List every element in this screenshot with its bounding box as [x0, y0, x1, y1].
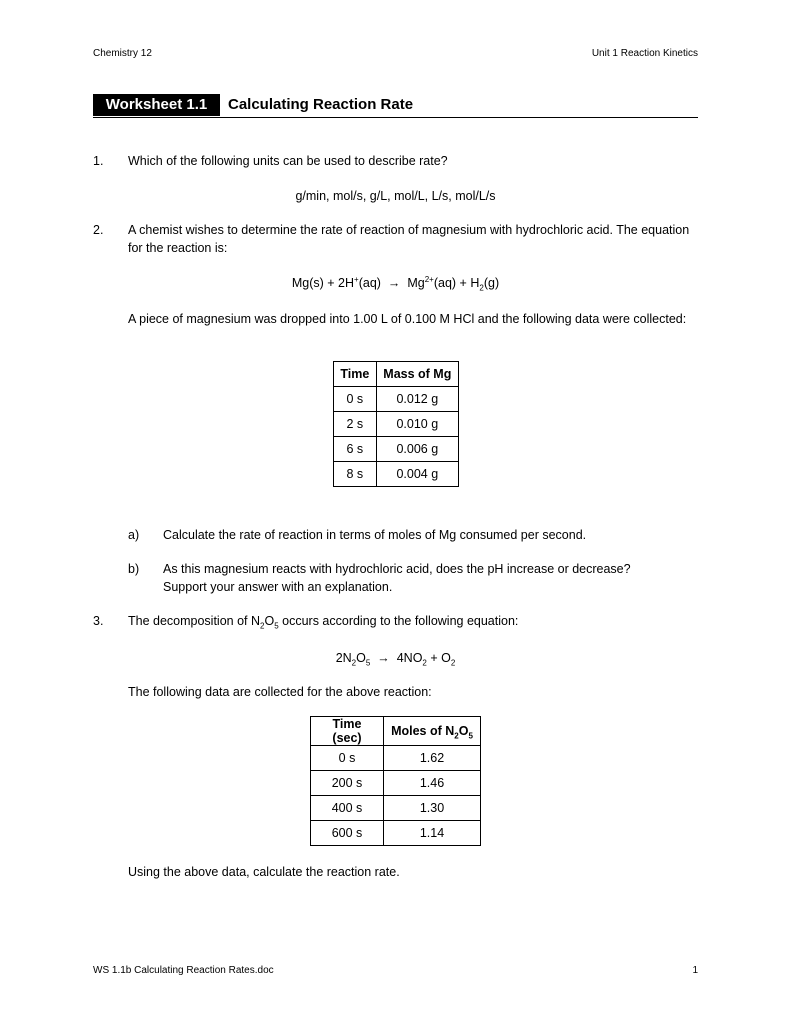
table-cell: 1.62	[383, 745, 481, 771]
eq-part: O	[356, 651, 366, 665]
q-text: A chemist wishes to determine the rate o…	[128, 223, 690, 255]
q-text: A piece of magnesium was dropped into 1.…	[128, 312, 687, 326]
footer-right: 1	[692, 965, 698, 976]
table-row: 200 s 1.46	[310, 770, 481, 796]
text-part: O	[264, 614, 275, 628]
table-cell: 0.004 g	[375, 461, 460, 487]
eq-sup: +	[354, 274, 359, 284]
eq-part: (aq) + H	[433, 276, 480, 290]
eq-part: Mg	[407, 276, 425, 290]
text-sub: 5	[274, 621, 279, 631]
header-sub: 2	[454, 731, 459, 741]
eq-sub: 2	[479, 283, 484, 293]
q-number: 2.	[93, 223, 104, 237]
q-text: Using the above data, calculate the reac…	[128, 865, 400, 879]
header-row: Time Mass of Mg	[333, 361, 460, 387]
header-row: Time (sec) Moles of N2O5	[310, 716, 481, 746]
table-cell: 0 s	[333, 386, 377, 412]
table-cell: 0.012 g	[375, 386, 460, 412]
table-cell: 1.30	[383, 795, 481, 821]
table-cell: 400 s	[310, 795, 384, 821]
eq-part: Mg(s) + 2H	[291, 276, 355, 290]
table-cell: 600 s	[310, 820, 384, 846]
text-sub: 2	[260, 621, 265, 631]
table-cell: 0.010 g	[375, 411, 460, 437]
header-cell: Time	[333, 361, 377, 387]
q-text: The decomposition of N2O5 occurs accordi…	[128, 612, 698, 630]
eq-part: (g)	[483, 276, 500, 290]
data-table: Time (sec) Moles of N2O5 0 s 1.62 200 s 1.4…	[310, 716, 481, 846]
header-left: Chemistry 12	[93, 48, 152, 59]
equation: Mg(s) + 2H+(aq) → Mg2+(aq) + H2(g)	[93, 274, 698, 292]
table-row: 600 s 1.14	[310, 820, 481, 846]
units-list: g/min, mol/s, g/L, mol/L, L/s, mol/L/s	[295, 189, 496, 203]
table-row: 8 s 0.004 g	[333, 461, 460, 487]
table-cell: 2 s	[333, 411, 377, 437]
eq-sub: 5	[365, 658, 371, 668]
eq-sub: 2	[351, 658, 357, 668]
text-part: The decomposition of N	[128, 614, 261, 628]
eq-part: 2N	[335, 651, 352, 665]
eq-part: 4NO	[396, 651, 423, 665]
table-row: 2 s 0.010 g	[333, 411, 460, 437]
q-text: The following data are collected for the…	[128, 685, 432, 699]
part-text: As this magnesium reacts with hydrochlor…	[163, 562, 631, 594]
eq-sub: 2	[422, 658, 427, 668]
header-cell: Time (sec)	[310, 716, 384, 746]
table-cell: 0 s	[310, 745, 384, 771]
table-cell: 0.006 g	[375, 436, 460, 462]
table-cell: 8 s	[333, 461, 377, 487]
eq-sub: 2	[450, 658, 456, 668]
q-text: Which of the following units can be used…	[128, 154, 448, 168]
q-number: 3.	[93, 614, 104, 628]
footer-left: WS 1.1b Calculating Reaction Rates.doc	[93, 965, 274, 976]
table-cell: 200 s	[310, 770, 384, 796]
eq-part: + O	[426, 651, 451, 665]
table-cell: 1.14	[383, 820, 481, 846]
table-row: 0 s 1.62	[310, 745, 481, 771]
table-cell: 6 s	[333, 436, 377, 462]
q-number: 1.	[93, 154, 104, 168]
eq-sup: 2+	[424, 274, 434, 284]
text-part: occurs according to the following equati…	[278, 614, 519, 628]
worksheet-label: Worksheet 1.1	[93, 94, 220, 116]
part-text: Calculate the rate of reaction in terms …	[163, 528, 587, 542]
header-sub: 5	[468, 731, 473, 741]
part-label: a)	[128, 528, 140, 542]
eq-arrow: →	[387, 276, 401, 290]
header-cell: Moles of N2O5	[383, 716, 481, 746]
table-row: 400 s 1.30	[310, 795, 481, 821]
header-right: Unit 1 Reaction Kinetics	[591, 48, 698, 59]
equation: 2N2O5 → 4NO2 + O2	[93, 649, 698, 667]
header-part: O	[458, 724, 469, 738]
table-row: 0 s 0.012 g	[333, 386, 460, 412]
table-row: 6 s 0.006 g	[333, 436, 460, 462]
table-cell: 1.46	[383, 770, 481, 796]
header-part: Moles of N	[391, 724, 455, 738]
worksheet-title: Calculating Reaction Rate	[228, 96, 414, 113]
header-cell: Mass of Mg	[375, 361, 460, 387]
eq-part: (aq)	[358, 276, 381, 290]
part-label: b)	[128, 562, 140, 576]
title-rule	[93, 117, 698, 118]
eq-arrow: →	[377, 651, 390, 665]
